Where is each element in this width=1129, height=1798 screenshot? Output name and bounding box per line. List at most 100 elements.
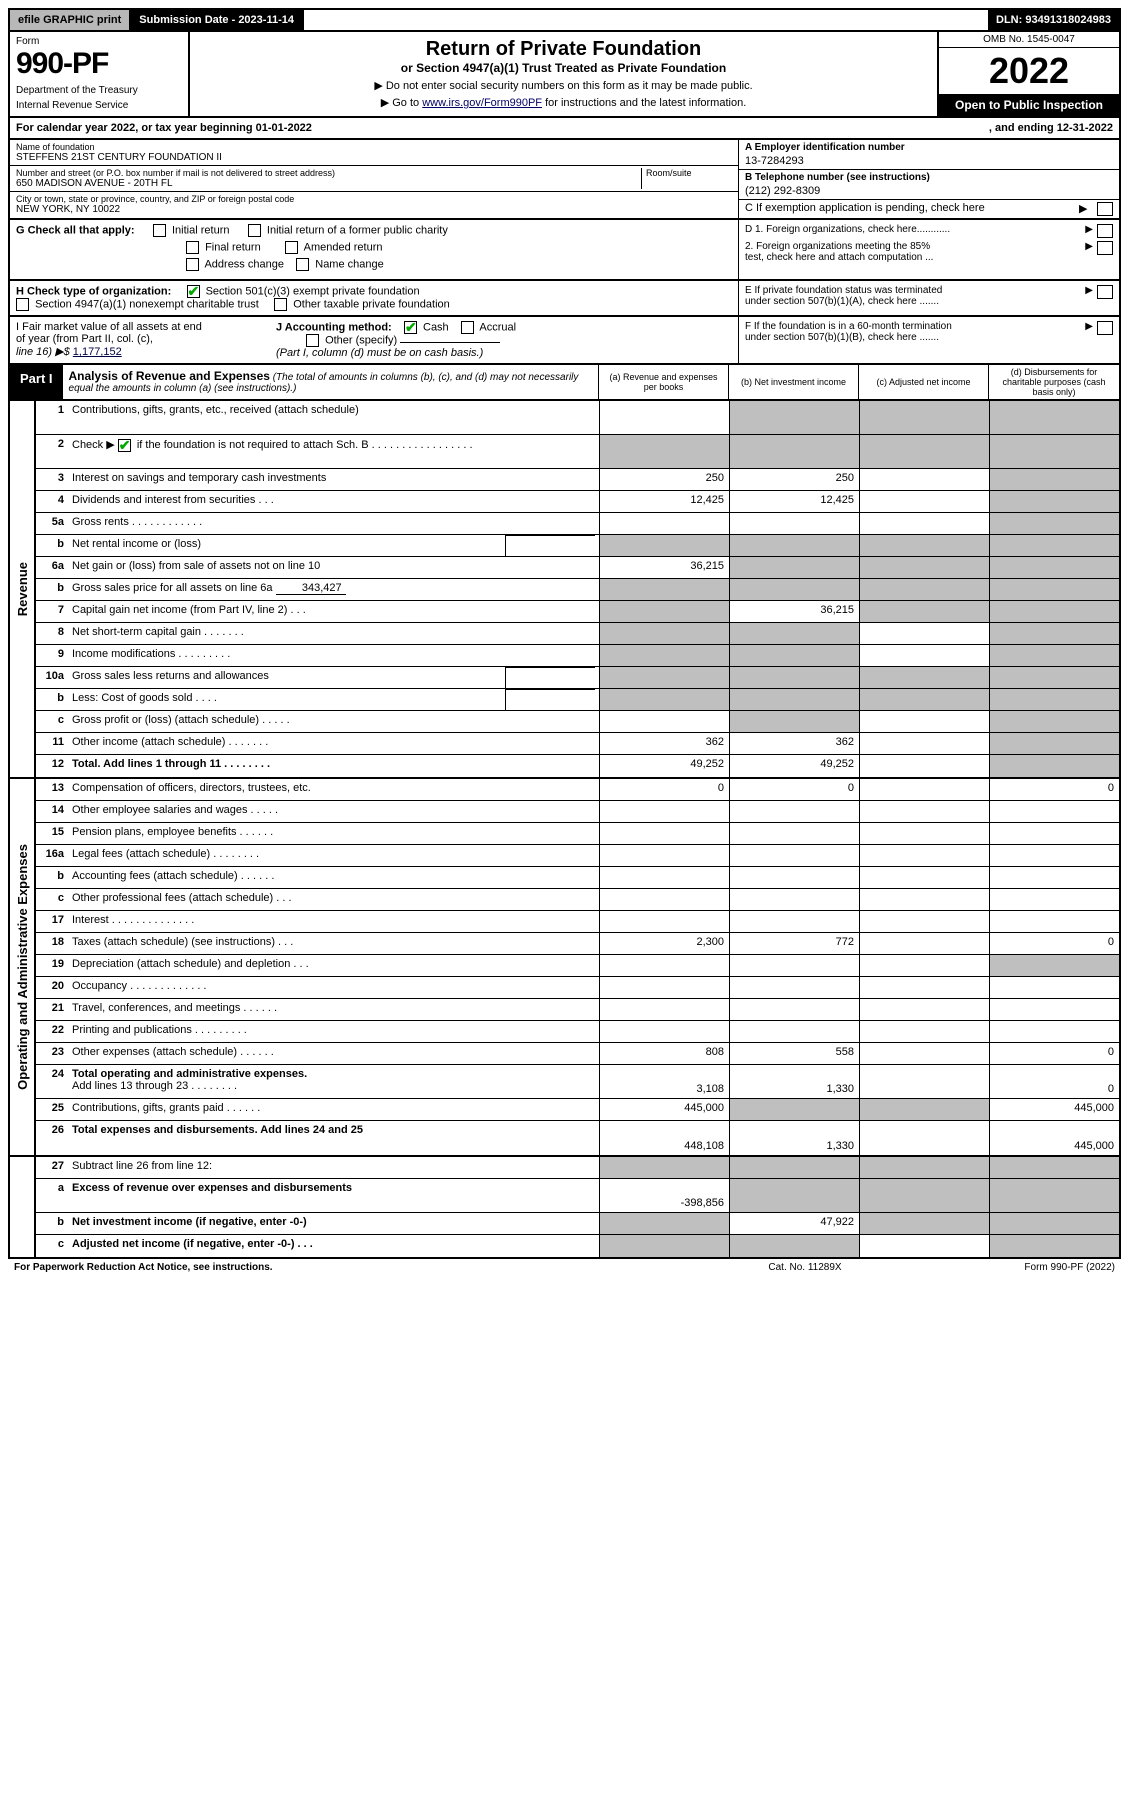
col-d-header: (d) Disbursements for charitable purpose…: [989, 365, 1119, 399]
r18-d: 0: [989, 933, 1119, 954]
final-return-checkbox[interactable]: [186, 241, 199, 254]
dept-irs: Internal Revenue Service: [16, 100, 182, 111]
name-change-checkbox[interactable]: [296, 258, 309, 271]
address-change-checkbox[interactable]: [186, 258, 199, 271]
r2-pre: Check ▶: [72, 439, 118, 451]
row-3: 3Interest on savings and temporary cash …: [36, 469, 1119, 491]
row-17: 17Interest . . . . . . . . . . . . . .: [36, 911, 1119, 933]
addr-label: Number and street (or P.O. box number if…: [16, 168, 637, 178]
r27b-b: 47,922: [729, 1213, 859, 1234]
row27-section: 27Subtract line 26 from line 12: aExcess…: [8, 1157, 1121, 1259]
h-other-checkbox[interactable]: [274, 298, 287, 311]
part1-tag: Part I: [10, 365, 63, 399]
h-501c3-label: Section 501(c)(3) exempt private foundat…: [206, 285, 420, 297]
initial-return-label: Initial return: [172, 224, 229, 236]
row-9: 9Income modifications . . . . . . . . .: [36, 645, 1119, 667]
goto-note: ▶ Go to www.irs.gov/Form990PF for instru…: [196, 96, 931, 109]
r11-a: 362: [599, 733, 729, 754]
d1-checkbox[interactable]: [1097, 224, 1113, 238]
r3-b: 250: [729, 469, 859, 490]
fmv-value[interactable]: 1,177,152: [73, 346, 122, 358]
r1-a: [599, 401, 729, 434]
foundation-name: STEFFENS 21ST CENTURY FOUNDATION II: [16, 152, 732, 163]
h-row: H Check type of organization: Section 50…: [8, 281, 1121, 317]
r26-a: 448,108: [599, 1121, 729, 1155]
phone-value: (212) 292-8309: [745, 183, 1113, 197]
r11-b: 362: [729, 733, 859, 754]
r1-b: [729, 401, 859, 434]
expenses-section: Operating and Administrative Expenses 13…: [8, 779, 1121, 1157]
col-b-header: (b) Net investment income: [729, 365, 859, 399]
r23-b: 558: [729, 1043, 859, 1064]
r18-b: 772: [729, 933, 859, 954]
amended-return-label: Amended return: [304, 241, 383, 253]
r6b-pre: Gross sales price for all assets on line…: [72, 582, 273, 594]
d2-checkbox[interactable]: [1097, 241, 1113, 255]
initial-return-checkbox[interactable]: [153, 224, 166, 237]
d2b-label: test, check here and attach computation …: [745, 252, 1079, 263]
ssn-note: ▶ Do not enter social security numbers o…: [196, 79, 931, 92]
j-accrual-checkbox[interactable]: [461, 321, 474, 334]
f-checkbox[interactable]: [1097, 321, 1113, 335]
form990pf-link[interactable]: www.irs.gov/Form990PF: [422, 97, 542, 109]
h-501c3-checkbox[interactable]: [187, 285, 200, 298]
expenses-label-col: Operating and Administrative Expenses: [10, 779, 36, 1155]
row-10a: 10a Gross sales less returns and allowan…: [36, 667, 1119, 689]
city-label: City or town, state or province, country…: [16, 194, 732, 204]
row-16a: 16aLegal fees (attach schedule) . . . . …: [36, 845, 1119, 867]
goto-pre: ▶ Go to: [381, 97, 422, 109]
ein-value: 13-7284293: [745, 153, 1113, 167]
ein-label: A Employer identification number: [745, 142, 1113, 153]
r6a-a: 36,215: [599, 557, 729, 578]
j-note: (Part I, column (d) must be on cash basi…: [276, 347, 483, 359]
topbar: efile GRAPHIC print Submission Date - 20…: [8, 8, 1121, 32]
r4-b: 12,425: [729, 491, 859, 512]
row-18: 18Taxes (attach schedule) (see instructi…: [36, 933, 1119, 955]
j-other-checkbox[interactable]: [306, 334, 319, 347]
e1-label: E If private foundation status was termi…: [745, 285, 1079, 296]
arrow-icon: ▶: [1079, 241, 1093, 263]
e-checkbox[interactable]: [1097, 285, 1113, 299]
row-6a: 6aNet gain or (loss) from sale of assets…: [36, 557, 1119, 579]
form-year-block: OMB No. 1545-0047 2022 Open to Public In…: [939, 32, 1119, 116]
form-number: 990-PF: [16, 47, 182, 81]
schb-checkbox[interactable]: [118, 439, 131, 452]
exemption-pending-checkbox[interactable]: [1097, 202, 1113, 216]
i3-label: line 16) ▶$: [16, 346, 73, 358]
row-7: 7Capital gain net income (from Part IV, …: [36, 601, 1119, 623]
h-4947-checkbox[interactable]: [16, 298, 29, 311]
j-cash-checkbox[interactable]: [404, 321, 417, 334]
row-26: 26Total expenses and disbursements. Add …: [36, 1121, 1119, 1155]
row-13: 13Compensation of officers, directors, t…: [36, 779, 1119, 801]
d-check-right: D 1. Foreign organizations, check here..…: [739, 220, 1119, 279]
f1-label: F If the foundation is in a 60-month ter…: [745, 321, 1079, 332]
col-a-header: (a) Revenue and expenses per books: [599, 365, 729, 399]
row-27a: aExcess of revenue over expenses and dis…: [36, 1179, 1119, 1213]
cat-no: Cat. No. 11289X: [675, 1262, 935, 1273]
amended-return-checkbox[interactable]: [285, 241, 298, 254]
efile-label[interactable]: efile GRAPHIC print: [10, 10, 131, 30]
form-header: Form 990-PF Department of the Treasury I…: [8, 32, 1121, 118]
form-title-block: Return of Private Foundation or Section …: [190, 32, 939, 116]
dln: DLN: 93491318024983: [988, 10, 1119, 30]
row-27c: cAdjusted net income (if negative, enter…: [36, 1235, 1119, 1257]
row-5a: 5aGross rents . . . . . . . . . . . .: [36, 513, 1119, 535]
r1-c: [859, 401, 989, 434]
r24-d: 0: [989, 1065, 1119, 1098]
form-id-block: Form 990-PF Department of the Treasury I…: [10, 32, 190, 116]
arrow-icon: ▶: [1079, 224, 1093, 238]
r10b-mini: [505, 689, 595, 710]
initial-former-label: Initial return of a former public charit…: [267, 224, 448, 236]
r27a-a: -398,856: [599, 1179, 729, 1212]
goto-post: for instructions and the latest informat…: [545, 97, 746, 109]
arrow-icon: ▶: [1079, 321, 1093, 359]
f2-label: under section 507(b)(1)(B), check here .…: [745, 332, 1079, 343]
row-6b: b Gross sales price for all assets on li…: [36, 579, 1119, 601]
phone-label: B Telephone number (see instructions): [745, 172, 1113, 183]
r13-a: 0: [599, 779, 729, 800]
initial-former-checkbox[interactable]: [248, 224, 261, 237]
row-10b: b Less: Cost of goods sold . . . .: [36, 689, 1119, 711]
r25-d: 445,000: [989, 1099, 1119, 1120]
e2-label: under section 507(b)(1)(A), check here .…: [745, 296, 1079, 307]
paperwork-notice: For Paperwork Reduction Act Notice, see …: [14, 1262, 675, 1273]
